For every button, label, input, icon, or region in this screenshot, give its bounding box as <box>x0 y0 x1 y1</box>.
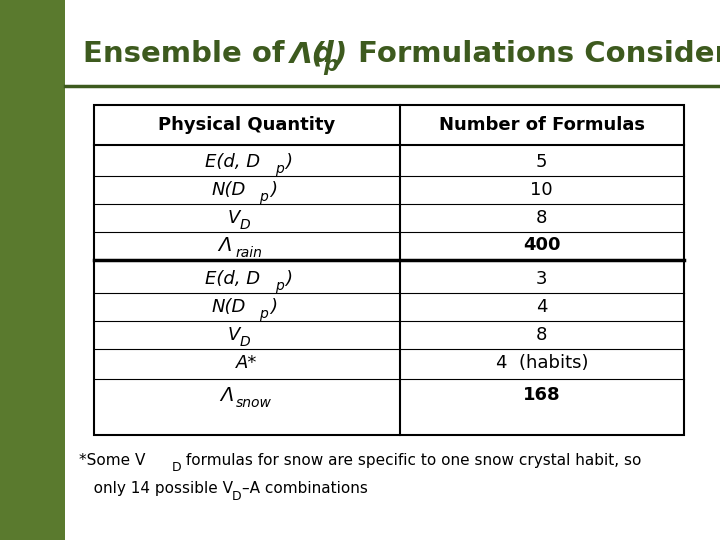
Text: 10: 10 <box>531 181 553 199</box>
Text: ): ) <box>285 269 292 288</box>
Text: 8: 8 <box>536 209 547 227</box>
Text: p: p <box>274 162 284 176</box>
Text: Physical Quantity: Physical Quantity <box>158 116 336 134</box>
Text: Number of Formulas: Number of Formulas <box>438 116 645 134</box>
Text: p: p <box>258 307 268 321</box>
Text: 8: 8 <box>536 326 547 344</box>
Text: Formulations Considered: Formulations Considered <box>348 40 720 68</box>
Text: only 14 possible V: only 14 possible V <box>79 481 233 496</box>
Text: formulas for snow are specific to one snow crystal habit, so: formulas for snow are specific to one sn… <box>181 453 642 468</box>
Text: 4: 4 <box>536 298 547 316</box>
Text: 3: 3 <box>536 269 547 288</box>
Text: D: D <box>232 490 241 503</box>
Text: –A combinations: –A combinations <box>242 481 368 496</box>
Text: 5: 5 <box>536 153 547 171</box>
Text: D: D <box>239 335 250 349</box>
Text: ): ) <box>333 40 346 68</box>
Text: A*: A* <box>236 354 257 372</box>
Text: V: V <box>228 326 240 344</box>
Text: p: p <box>323 55 338 75</box>
Text: Ensemble of: Ensemble of <box>83 40 294 68</box>
Text: 168: 168 <box>523 386 561 404</box>
Text: snow: snow <box>236 396 271 410</box>
Text: N(D: N(D <box>212 181 246 199</box>
Text: ): ) <box>271 181 277 199</box>
Text: Λ: Λ <box>218 235 232 255</box>
Text: Λ(: Λ( <box>290 40 326 68</box>
Text: *Some V: *Some V <box>79 453 145 468</box>
Text: p: p <box>258 190 268 204</box>
Text: d: d <box>312 40 333 68</box>
Text: 400: 400 <box>523 236 561 254</box>
Text: p: p <box>274 279 284 293</box>
Text: D: D <box>239 218 250 232</box>
Text: Λ: Λ <box>220 386 233 405</box>
Text: V: V <box>228 209 240 227</box>
Text: ): ) <box>271 298 277 316</box>
Text: D: D <box>171 461 181 474</box>
Text: E(d, D: E(d, D <box>204 269 260 288</box>
Text: E(d, D: E(d, D <box>204 153 260 171</box>
Text: N(D: N(D <box>212 298 246 316</box>
Text: rain: rain <box>235 246 262 260</box>
Text: 4  (habits): 4 (habits) <box>495 354 588 372</box>
Text: ): ) <box>285 153 292 171</box>
